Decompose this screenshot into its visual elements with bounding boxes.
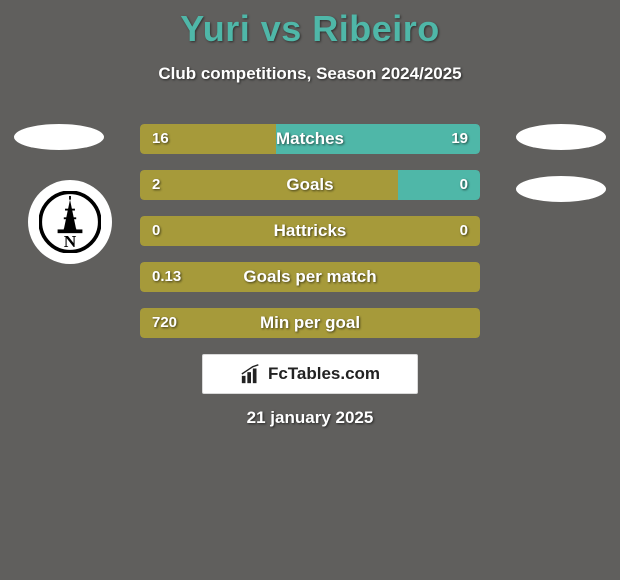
left-logo-placeholder-1 xyxy=(14,124,104,150)
club-badge: N xyxy=(28,180,112,264)
brand-text: FcTables.com xyxy=(268,364,380,384)
stat-row: 2Goals0 xyxy=(140,170,480,200)
stat-row: 16Matches19 xyxy=(140,124,480,154)
stat-label: Goals xyxy=(140,170,480,200)
right-logo-placeholder-2 xyxy=(516,176,606,202)
stat-right-value: 0 xyxy=(460,216,468,246)
brand-box: FcTables.com xyxy=(202,354,418,394)
club-badge-icon: N xyxy=(39,191,101,253)
subtitle: Club competitions, Season 2024/2025 xyxy=(0,64,620,84)
stat-row: 720Min per goal xyxy=(140,308,480,338)
right-logo-placeholder-1 xyxy=(516,124,606,150)
stats-bars: 16Matches192Goals00Hattricks00.13Goals p… xyxy=(140,124,480,354)
bar-chart-icon xyxy=(240,363,262,385)
club-badge-letter: N xyxy=(64,232,77,251)
page-title: Yuri vs Ribeiro xyxy=(0,0,620,50)
stat-label: Matches xyxy=(140,124,480,154)
stat-label: Goals per match xyxy=(140,262,480,292)
stat-row: 0.13Goals per match xyxy=(140,262,480,292)
stat-label: Min per goal xyxy=(140,308,480,338)
date: 21 january 2025 xyxy=(0,408,620,428)
stat-right-value: 19 xyxy=(451,124,468,154)
stat-label: Hattricks xyxy=(140,216,480,246)
stat-right-value: 0 xyxy=(460,170,468,200)
stat-row: 0Hattricks0 xyxy=(140,216,480,246)
